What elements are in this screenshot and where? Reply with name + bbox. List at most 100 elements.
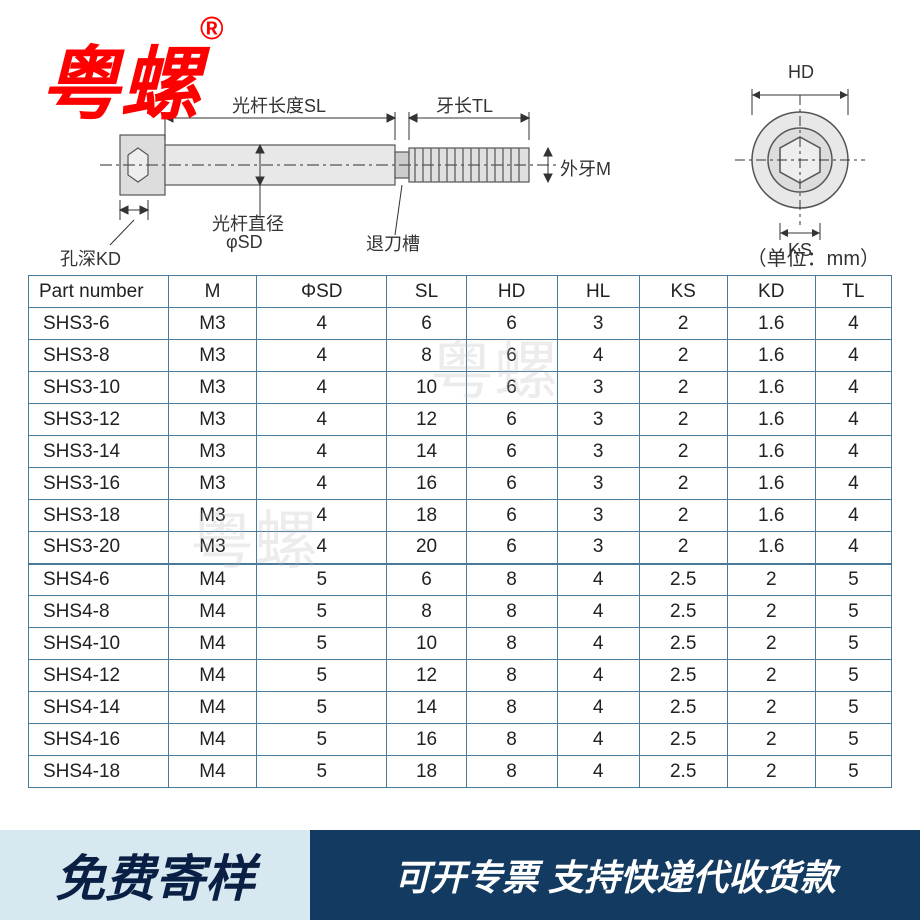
th-sl: SL xyxy=(387,276,466,308)
table-cell: 16 xyxy=(387,468,466,500)
table-cell: M3 xyxy=(169,340,257,372)
table-cell: 4 xyxy=(257,500,387,532)
groove-label: 退刀槽 xyxy=(366,230,420,256)
table-row: SHS4-8M458842.525 xyxy=(29,596,892,628)
table-cell: 2 xyxy=(727,564,815,596)
table-cell: 12 xyxy=(387,660,466,692)
table-cell: 5 xyxy=(257,756,387,788)
table-cell: 2.5 xyxy=(639,692,727,724)
unit-label: （单位：mm） xyxy=(747,242,880,271)
th-m: M xyxy=(169,276,257,308)
table-row: SHS4-6M456842.525 xyxy=(29,564,892,596)
table-cell: 8 xyxy=(466,660,557,692)
table-cell: 5 xyxy=(257,564,387,596)
table-cell: 6 xyxy=(387,564,466,596)
th-kd: KD xyxy=(727,276,815,308)
table-cell: 18 xyxy=(387,500,466,532)
table-cell: 1.6 xyxy=(727,468,815,500)
th-tl: TL xyxy=(815,276,891,308)
sd-label-2: φSD xyxy=(226,232,263,253)
table-cell: 14 xyxy=(387,692,466,724)
table-cell: 6 xyxy=(466,500,557,532)
table-cell: 4 xyxy=(815,308,891,340)
table-cell: SHS3-18 xyxy=(29,500,169,532)
th-part: Part number xyxy=(29,276,169,308)
table-cell: 8 xyxy=(466,724,557,756)
table-cell: 2 xyxy=(727,692,815,724)
table-cell: 3 xyxy=(557,308,639,340)
table-cell: M4 xyxy=(169,564,257,596)
table-cell: SHS3-10 xyxy=(29,372,169,404)
table-cell: M3 xyxy=(169,404,257,436)
table-cell: 1.6 xyxy=(727,532,815,564)
table-cell: 2 xyxy=(727,628,815,660)
table-cell: 4 xyxy=(557,564,639,596)
table-cell: M3 xyxy=(169,372,257,404)
kd-label: 孔深KD xyxy=(60,245,121,271)
table-cell: 5 xyxy=(815,724,891,756)
table-cell: SHS4-18 xyxy=(29,756,169,788)
table-cell: 4 xyxy=(557,628,639,660)
table-cell: M4 xyxy=(169,724,257,756)
table-cell: 2.5 xyxy=(639,756,727,788)
hd-label: HD xyxy=(788,62,814,83)
table-cell: 4 xyxy=(815,500,891,532)
table-cell: 14 xyxy=(387,436,466,468)
table-cell: 8 xyxy=(466,596,557,628)
table-cell: 3 xyxy=(557,500,639,532)
table-row: SHS3-12M34126321.64 xyxy=(29,404,892,436)
table-cell: M4 xyxy=(169,756,257,788)
table-cell: 1.6 xyxy=(727,372,815,404)
table-row: SHS4-16M4516842.525 xyxy=(29,724,892,756)
table-row: SHS3-10M34106321.64 xyxy=(29,372,892,404)
table-cell: 4 xyxy=(557,340,639,372)
table-cell: 4 xyxy=(815,372,891,404)
table-row: SHS4-10M4510842.525 xyxy=(29,628,892,660)
table-cell: 3 xyxy=(557,404,639,436)
table-cell: 5 xyxy=(257,692,387,724)
table-row: SHS3-14M34146321.64 xyxy=(29,436,892,468)
footer-right: 可开专票 支持快递代收货款 xyxy=(310,830,920,920)
table-row: SHS4-14M4514842.525 xyxy=(29,692,892,724)
table-cell: SHS4-8 xyxy=(29,596,169,628)
registered-icon: ® xyxy=(200,10,224,46)
table-cell: 6 xyxy=(466,468,557,500)
table-row: SHS3-6M3466321.64 xyxy=(29,308,892,340)
table-row: SHS3-8M3486421.64 xyxy=(29,340,892,372)
table-cell: 6 xyxy=(466,436,557,468)
table-cell: 18 xyxy=(387,756,466,788)
table-cell: M3 xyxy=(169,436,257,468)
table-cell: 5 xyxy=(257,660,387,692)
table-cell: 6 xyxy=(466,308,557,340)
table-cell: 5 xyxy=(815,564,891,596)
sl-label: 光杆长度SL xyxy=(232,92,326,118)
table-cell: 4 xyxy=(257,308,387,340)
table-cell: 5 xyxy=(257,596,387,628)
table-cell: SHS4-10 xyxy=(29,628,169,660)
table-cell: SHS4-14 xyxy=(29,692,169,724)
table-cell: 2 xyxy=(727,756,815,788)
table-cell: SHS4-6 xyxy=(29,564,169,596)
table-cell: 2 xyxy=(727,724,815,756)
table-cell: 6 xyxy=(466,340,557,372)
table-cell: 2.5 xyxy=(639,596,727,628)
table-cell: 4 xyxy=(815,404,891,436)
table-row: SHS3-18M34186321.64 xyxy=(29,500,892,532)
table-cell: 4 xyxy=(815,468,891,500)
brand-logo: 粤螺® xyxy=(40,20,224,136)
table-cell: 4 xyxy=(557,724,639,756)
table-row: SHS3-16M34166321.64 xyxy=(29,468,892,500)
table-cell: SHS4-16 xyxy=(29,724,169,756)
table-cell: 3 xyxy=(557,532,639,564)
table-cell: 2 xyxy=(639,468,727,500)
table-cell: 1.6 xyxy=(727,404,815,436)
table-cell: 1.6 xyxy=(727,340,815,372)
brand-name: 粤螺 xyxy=(40,40,200,129)
table-cell: M3 xyxy=(169,308,257,340)
table-cell: 5 xyxy=(815,756,891,788)
th-hd: HD xyxy=(466,276,557,308)
table-cell: 5 xyxy=(257,628,387,660)
footer-bar: 免费寄样 可开专票 支持快递代收货款 xyxy=(0,830,920,920)
table-cell: 5 xyxy=(815,596,891,628)
table-cell: 4 xyxy=(557,660,639,692)
